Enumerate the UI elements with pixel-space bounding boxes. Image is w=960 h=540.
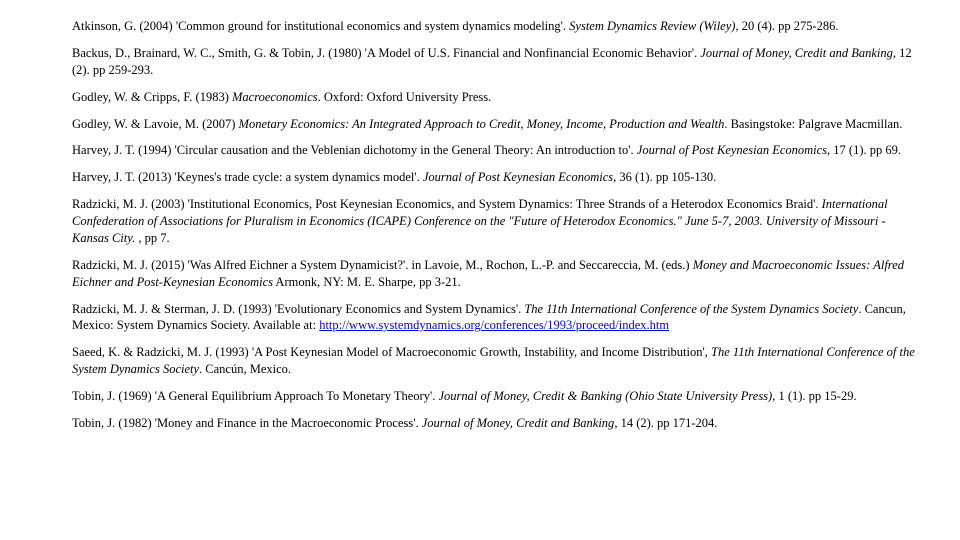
- ref-text-post: , 1 (1). pp 15-29.: [772, 389, 856, 403]
- ref-text-italic: Monetary Economics: An Integrated Approa…: [239, 117, 725, 131]
- reference-entry: Tobin, J. (1982) 'Money and Finance in t…: [72, 415, 916, 432]
- ref-text-italic: Macroeconomics: [232, 90, 318, 104]
- ref-text-pre: Godley, W. & Lavoie, M. (2007): [72, 117, 239, 131]
- ref-text-post: , pp 7.: [135, 231, 169, 245]
- ref-text-italic: The 11th International Conference of the…: [524, 302, 858, 316]
- ref-text-italic: Journal of Money, Credit & Banking (Ohio…: [438, 389, 772, 403]
- ref-text-pre: Radzicki, M. J. & Sterman, J. D. (1993) …: [72, 302, 524, 316]
- reference-entry: Godley, W. & Lavoie, M. (2007) Monetary …: [72, 116, 916, 133]
- ref-text-post: , 20 (4). pp 275-286.: [735, 19, 838, 33]
- reference-entry: Tobin, J. (1969) 'A General Equilibrium …: [72, 388, 916, 405]
- ref-text-pre: Atkinson, G. (2004) 'Common ground for i…: [72, 19, 569, 33]
- ref-text-pre: Godley, W. & Cripps, F. (1983): [72, 90, 232, 104]
- reference-entry: Harvey, J. T. (2013) 'Keynes's trade cyc…: [72, 169, 916, 186]
- reference-entry: Radzicki, M. J. (2015) 'Was Alfred Eichn…: [72, 257, 916, 291]
- ref-text-pre: Tobin, J. (1969) 'A General Equilibrium …: [72, 389, 438, 403]
- ref-text-post: . Cancún, Mexico.: [199, 362, 291, 376]
- reference-entry: Godley, W. & Cripps, F. (1983) Macroecon…: [72, 89, 916, 106]
- reference-entry: Radzicki, M. J. & Sterman, J. D. (1993) …: [72, 301, 916, 335]
- ref-text-italic: Journal of Post Keynesian Economics: [423, 170, 613, 184]
- ref-text-post: , 17 (1). pp 69.: [827, 143, 901, 157]
- reference-link[interactable]: http://www.systemdynamics.org/conference…: [319, 318, 669, 332]
- ref-text-post: , 14 (2). pp 171-204.: [614, 416, 717, 430]
- reference-entry: Backus, D., Brainard, W. C., Smith, G. &…: [72, 45, 916, 79]
- ref-text-pre: Harvey, J. T. (2013) 'Keynes's trade cyc…: [72, 170, 423, 184]
- ref-text-post: Armonk, NY: M. E. Sharpe, pp 3-21.: [273, 275, 461, 289]
- ref-text-pre: Backus, D., Brainard, W. C., Smith, G. &…: [72, 46, 700, 60]
- ref-text-pre: Radzicki, M. J. (2003) 'Institutional Ec…: [72, 197, 822, 211]
- ref-text-italic: Journal of Money, Credit and Banking: [700, 46, 893, 60]
- ref-text-pre: Radzicki, M. J. (2015) 'Was Alfred Eichn…: [72, 258, 693, 272]
- reference-entry: Saeed, K. & Radzicki, M. J. (1993) 'A Po…: [72, 344, 916, 378]
- ref-text-italic: Journal of Post Keynesian Economics: [637, 143, 827, 157]
- ref-text-post: , 36 (1). pp 105-130.: [613, 170, 716, 184]
- reference-entry: Atkinson, G. (2004) 'Common ground for i…: [72, 18, 916, 35]
- reference-entry: Harvey, J. T. (1994) 'Circular causation…: [72, 142, 916, 159]
- ref-text-pre: Saeed, K. & Radzicki, M. J. (1993) 'A Po…: [72, 345, 711, 359]
- reference-entry: Radzicki, M. J. (2003) 'Institutional Ec…: [72, 196, 916, 247]
- ref-text-pre: Harvey, J. T. (1994) 'Circular causation…: [72, 143, 637, 157]
- ref-text-post: . Oxford: Oxford University Press.: [318, 90, 492, 104]
- references-page: Atkinson, G. (2004) 'Common ground for i…: [0, 0, 960, 460]
- ref-text-italic: Journal of Money, Credit and Banking: [422, 416, 615, 430]
- ref-text-post: . Basingstoke: Palgrave Macmillan.: [724, 117, 902, 131]
- ref-text-italic: System Dynamics Review (Wiley): [569, 19, 735, 33]
- ref-text-pre: Tobin, J. (1982) 'Money and Finance in t…: [72, 416, 422, 430]
